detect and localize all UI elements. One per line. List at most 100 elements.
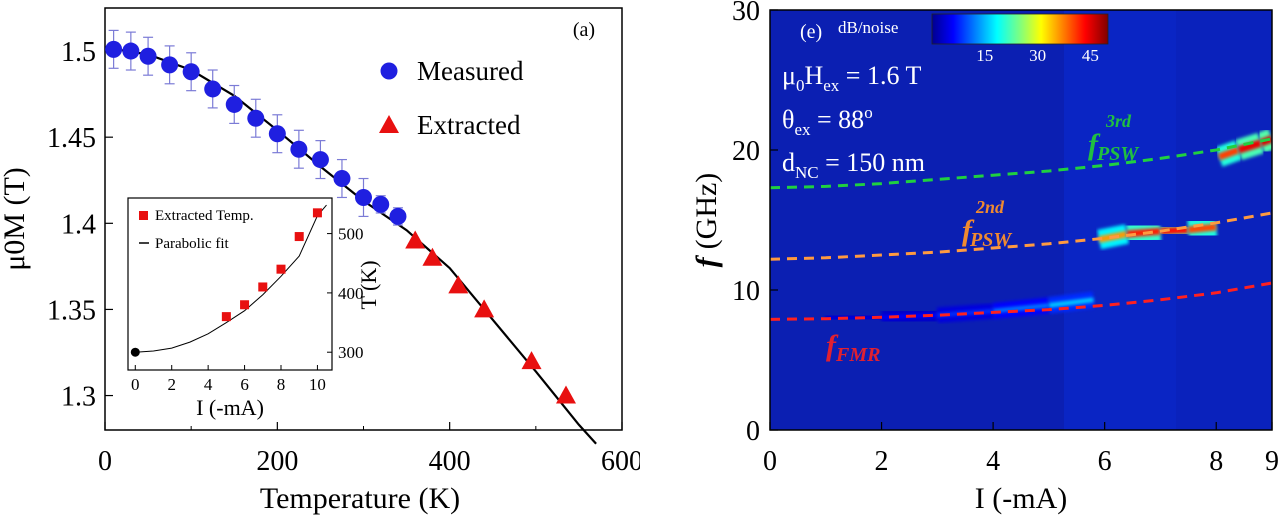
- colorbar: [931, 13, 1109, 45]
- e-signal-core: [1187, 223, 1217, 234]
- a-y-tick-label: 1.3: [61, 382, 96, 413]
- legend-extracted-label: Extracted: [417, 110, 521, 140]
- a-x-tick-label: 400: [429, 446, 471, 477]
- panel-e-y-axis: 0 10 20 30: [732, 0, 778, 447]
- a-extracted-point: [474, 299, 495, 318]
- inset-x-tick-label: 4: [204, 375, 213, 394]
- e-signal-core: [1237, 139, 1262, 154]
- inset-frame: [127, 197, 333, 371]
- a-measured-point: [372, 195, 390, 213]
- a-measured-point: [204, 80, 222, 98]
- a-extracted-point: [405, 230, 426, 249]
- panel-a-chart: (a) 0 200 400 600 1.3 1.35 1.4 1.45 1.5 Tempera…: [0, 7, 640, 515]
- a-measured-point: [389, 207, 407, 225]
- inset-y-tick-label: 300: [338, 343, 364, 362]
- inset-x-tick-label: 6: [240, 375, 249, 394]
- e-x-tick-label: 6: [1098, 446, 1112, 477]
- a-measured-point: [290, 140, 308, 158]
- e-y-tick-label: 20: [732, 136, 760, 167]
- inset-point: [240, 300, 250, 310]
- inset-x-tick-label: 2: [167, 375, 176, 394]
- panel-e-label: (e): [800, 21, 822, 43]
- legend-extracted-marker: [379, 115, 399, 133]
- inset-point: [221, 312, 231, 322]
- inset-y-tick-label: 500: [338, 225, 364, 244]
- inset-point: [294, 232, 304, 242]
- inset-y-tick-label: 400: [338, 284, 364, 303]
- annotation-angle: θex = 88o: [782, 103, 873, 139]
- mode-label-fmr: fFMR: [826, 329, 880, 366]
- e-y-tick-label: 30: [732, 0, 760, 27]
- e-x-tick-label: 2: [875, 446, 889, 477]
- a-x-tick-label: 600: [601, 446, 640, 477]
- inset-fit-line: [135, 204, 327, 353]
- panel-a-label: (a): [573, 19, 595, 41]
- a-extracted-point: [555, 385, 576, 404]
- a-measured-point: [139, 47, 157, 65]
- panel-e-y-label-unit: (GHz): [690, 173, 723, 250]
- panel-e-y-label: f (GHz): [690, 173, 723, 268]
- a-extracted-point: [448, 275, 469, 294]
- a-measured-point: [161, 56, 179, 74]
- panel-e-x-label: I (-mA): [975, 482, 1067, 515]
- inset-point: [276, 264, 286, 274]
- inset-point: [312, 208, 322, 218]
- a-measured-point: [333, 170, 351, 188]
- a-measured-point: [247, 109, 265, 127]
- a-y-tick-label: 1.4: [61, 209, 96, 240]
- mode-label-psw-3rd: f3rd PSW: [1088, 111, 1139, 165]
- a-x-tick-label: 0: [98, 446, 112, 477]
- e-signal-core: [992, 303, 1050, 314]
- panel-a-y-axis: 1.3 1.35 1.4 1.45 1.5: [47, 37, 113, 413]
- inset-axes: 0 2 4 6 8 10 300 400 500: [131, 225, 363, 394]
- e-y-tick-label: 0: [746, 416, 760, 447]
- legend-measured-marker: [380, 62, 398, 80]
- panel-a-y-label: μ0M (T): [0, 167, 31, 271]
- inset-x-label: I (-mA): [196, 395, 264, 420]
- inset-x-tick-label: 8: [277, 375, 286, 394]
- legend-measured-label: Measured: [417, 56, 524, 86]
- inset-legend-fit-label: Parabolic fit: [155, 236, 230, 252]
- inset-points: [130, 208, 322, 357]
- inset-fit-group: [135, 204, 327, 353]
- annotation-thickness: dNC = 150 nm: [782, 148, 925, 182]
- a-y-tick-label: 1.45: [47, 123, 96, 154]
- a-measured-point: [225, 95, 243, 113]
- mode-label-psw-2nd: f2nd PSW: [962, 197, 1012, 251]
- a-measured-point: [268, 125, 286, 143]
- colorbar-tick-label: 30: [1029, 46, 1046, 65]
- panel-a-x-axis: 0 200 400 600: [98, 422, 640, 477]
- a-measured-point: [122, 42, 140, 60]
- e-x-tick-label: 4: [986, 446, 1000, 477]
- inset-background: [128, 198, 332, 370]
- svg-text:f(GHz): f (GHz): [690, 173, 723, 268]
- panel-e-y-label-symbol: f: [690, 254, 723, 267]
- e-y-tick-label: 10: [732, 276, 760, 307]
- heatmap-region-middle: [1064, 10, 1176, 430]
- e-signal-core: [1217, 146, 1240, 161]
- inset-origin-point: [130, 347, 140, 357]
- colorbar-ticks: 15 30 45: [976, 46, 1099, 65]
- a-y-tick-label: 1.35: [47, 295, 96, 326]
- e-x-tick-label: 8: [1209, 446, 1223, 477]
- colorbar-tick-label: 15: [976, 46, 993, 65]
- colorbar-title: dB/noise: [838, 18, 898, 37]
- panel-a-points: [105, 40, 576, 404]
- panel-e-frame: [769, 9, 1273, 431]
- inset-point: [258, 282, 268, 292]
- inset-x-tick-label: 0: [131, 375, 140, 394]
- inset-legend-point-label: Extracted Temp.: [155, 208, 254, 224]
- a-measured-point: [355, 188, 372, 206]
- annotation-field: μ0Hex = 1.6 T: [782, 61, 921, 95]
- panel-e-x-axis: 0 2 4 6 8 9: [763, 422, 1279, 477]
- inset-x-tick-label: 10: [309, 375, 326, 394]
- a-measured-point: [311, 151, 329, 169]
- a-y-tick-label: 1.5: [61, 37, 96, 68]
- mode-labels: fFMR f2nd PSW f3rd PSW: [826, 111, 1139, 366]
- a-measured-point: [182, 63, 200, 81]
- a-measured-point: [105, 40, 123, 58]
- inset-y-label: T (K): [356, 260, 381, 309]
- inset-legend-point-marker: [139, 211, 148, 220]
